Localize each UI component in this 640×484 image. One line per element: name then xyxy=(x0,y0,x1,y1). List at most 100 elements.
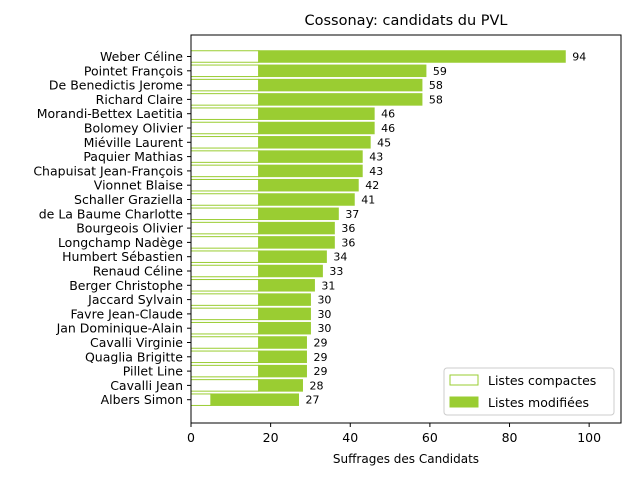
y-tick-label: de La Baume Charlotte xyxy=(39,206,184,221)
bar-modifiees xyxy=(258,336,307,349)
value-label: 34 xyxy=(333,251,347,264)
value-label: 42 xyxy=(365,179,379,192)
bar-modifiees xyxy=(258,264,323,278)
bar-compactes xyxy=(190,321,260,335)
y-tick-label: Morandi-Bettex Laetitia xyxy=(37,106,183,121)
bar-compactes xyxy=(190,364,260,378)
value-label: 33 xyxy=(329,265,343,278)
plot-frame xyxy=(190,34,622,424)
legend-box xyxy=(443,367,615,416)
x-tick-label: 80 xyxy=(502,430,518,445)
bars-layer xyxy=(190,50,566,406)
x-axis-label: Suffrages des Candidats xyxy=(333,452,479,466)
bar-compactes xyxy=(190,379,260,392)
bar-modifiees xyxy=(258,350,307,364)
y-tick-label: Berger Christophe xyxy=(69,278,183,293)
y-tick-label: Miéville Laurent xyxy=(84,135,183,150)
value-label: 43 xyxy=(369,165,383,178)
legend-label-modifiees: Listes modifiées xyxy=(488,395,589,410)
y-tick-label: Pillet Line xyxy=(123,364,184,379)
bar-modifiees xyxy=(258,136,371,149)
value-label: 58 xyxy=(429,79,443,92)
bar-compactes xyxy=(190,78,260,92)
bar-compactes xyxy=(190,136,260,149)
legend: Listes compactes Listes modifiées xyxy=(443,367,615,416)
bar-modifiees xyxy=(258,379,303,392)
value-label: 29 xyxy=(313,365,327,378)
x-tick-label: 0 xyxy=(187,430,195,445)
y-tick-label: Jaccard Sylvain xyxy=(87,292,183,307)
y-tick-label: Vionnet Blaise xyxy=(94,178,184,193)
x-axis: 0 20 40 60 80 100 xyxy=(187,423,601,445)
y-tick-label: Humbert Sébastien xyxy=(62,249,183,264)
bar-compactes xyxy=(190,393,212,406)
bar-compactes xyxy=(190,236,260,249)
y-tick-label: Paquier Mathias xyxy=(83,149,183,164)
y-tick-label: De Benedictis Jerome xyxy=(49,78,183,93)
value-label: 36 xyxy=(341,222,355,235)
bar-modifiees xyxy=(258,107,375,120)
y-tick-label: Longchamp Nadège xyxy=(58,235,183,250)
bar-compactes xyxy=(190,250,260,263)
value-label: 27 xyxy=(306,394,320,407)
value-label: 46 xyxy=(381,122,395,135)
y-tick-label: Favre Jean-Claude xyxy=(70,306,183,321)
bar-compactes xyxy=(190,193,260,206)
y-tick-label: Bolomey Olivier xyxy=(84,121,184,136)
bar-compactes xyxy=(190,93,260,106)
value-label: 59 xyxy=(433,65,447,78)
bar-modifiees xyxy=(258,221,335,235)
bar-modifiees xyxy=(258,307,311,321)
legend-label-compactes: Listes compactes xyxy=(488,373,596,388)
bar-modifiees xyxy=(258,293,311,306)
value-labels-layer: 9459585846464543434241373636343331303030… xyxy=(306,51,587,407)
bar-modifiees xyxy=(258,236,335,249)
value-label: 94 xyxy=(572,51,586,64)
bar-compactes xyxy=(190,150,260,163)
value-label: 41 xyxy=(361,194,375,207)
y-tick-label: Cavalli Jean xyxy=(110,378,183,393)
y-tick-label: Chapuisat Jean-François xyxy=(33,163,183,178)
y-tick-label: Jan Dominique-Alain xyxy=(56,321,183,336)
value-label: 28 xyxy=(309,379,323,392)
bar-compactes xyxy=(190,207,260,221)
bar-modifiees xyxy=(258,121,375,135)
bar-modifiees xyxy=(258,207,339,221)
bar-modifiees xyxy=(258,364,307,378)
value-label: 29 xyxy=(313,351,327,364)
x-tick-label: 100 xyxy=(577,430,601,445)
bar-modifiees xyxy=(258,279,315,292)
y-tick-label: Albers Simon xyxy=(101,392,183,407)
bar-modifiees xyxy=(258,250,327,263)
bar-compactes xyxy=(190,293,260,306)
value-label: 30 xyxy=(317,294,331,307)
y-tick-label: Cavalli Virginie xyxy=(90,335,183,350)
x-tick-label: 60 xyxy=(422,430,438,445)
x-tick-label: 20 xyxy=(263,430,279,445)
chart-title: Cossonay: candidats du PVL xyxy=(304,13,507,29)
legend-swatch-compactes xyxy=(449,374,479,386)
bar-compactes xyxy=(190,178,260,192)
bar-compactes xyxy=(190,107,260,120)
value-label: 45 xyxy=(377,136,391,149)
bar-compactes xyxy=(190,221,260,235)
bar-modifiees xyxy=(258,64,427,78)
bar-compactes xyxy=(190,164,260,178)
y-tick-label: Richard Claire xyxy=(96,92,184,107)
bar-modifiees xyxy=(258,50,566,63)
legend-swatch-modifiees xyxy=(449,396,479,408)
value-label: 58 xyxy=(429,93,443,106)
bar-compactes xyxy=(190,279,260,292)
y-tick-label: Quaglia Brigitte xyxy=(85,349,183,364)
bar-modifiees xyxy=(258,93,423,106)
bar-compactes xyxy=(190,50,260,63)
bar-compactes xyxy=(190,64,260,78)
y-tick-label: Pointet François xyxy=(84,63,183,78)
value-label: 46 xyxy=(381,108,395,121)
value-label: 29 xyxy=(313,337,327,350)
bar-compactes xyxy=(190,264,260,278)
bar-modifiees xyxy=(258,164,363,178)
